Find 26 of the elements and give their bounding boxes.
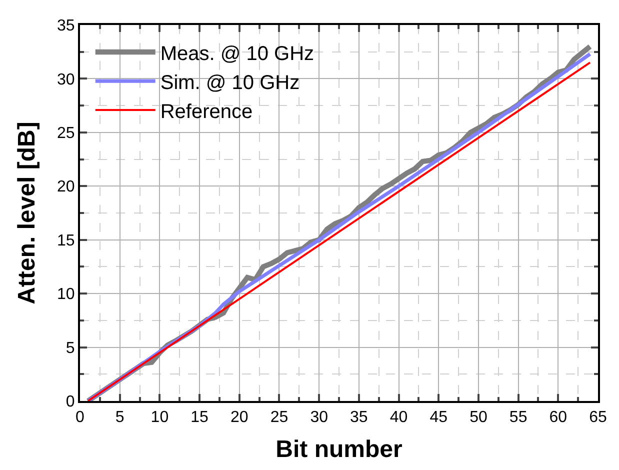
x-tick-label: 25 [270, 409, 288, 426]
x-tick-label: 35 [350, 409, 368, 426]
x-tick-label: 60 [549, 409, 568, 426]
y-tick-label: 15 [57, 232, 75, 250]
x-tick-label: 55 [509, 409, 528, 426]
legend-label: Reference [160, 100, 253, 123]
x-tick-label: 50 [470, 409, 488, 426]
x-tick-label: 30 [310, 409, 328, 426]
y-tick-label: 0 [66, 394, 75, 411]
x-tick-label: 45 [430, 409, 448, 426]
y-tick-label: 5 [66, 340, 75, 357]
y-tick-label: 25 [57, 125, 75, 142]
legend-label: Meas. @ 10 GHz [160, 42, 314, 65]
y-tick-label: 35 [57, 18, 75, 35]
y-tick-label: 30 [57, 71, 75, 88]
y-axis-title: Atten. level [dB] [14, 122, 41, 304]
x-tick-label: 20 [230, 409, 248, 426]
y-tick-label: 10 [57, 286, 75, 304]
x-tick-label: 15 [190, 409, 209, 426]
x-tick-label: 10 [150, 409, 169, 426]
y-tick-label: 20 [57, 178, 75, 196]
legend-label: Sim. @ 10 GHz [160, 72, 300, 94]
x-tick-label: 5 [115, 409, 124, 426]
x-tick-label: 40 [390, 409, 408, 426]
x-axis-title: Bit number [276, 436, 402, 463]
x-tick-label: 65 [589, 409, 607, 426]
